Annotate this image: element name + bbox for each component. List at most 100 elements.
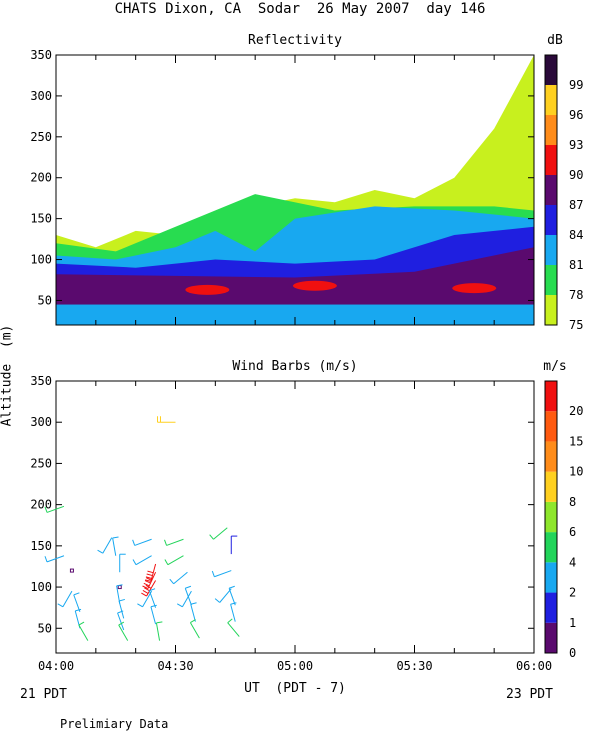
wind-barb-flag <box>118 621 125 626</box>
wind-barb <box>132 555 152 566</box>
wind-barb-staff <box>118 624 129 641</box>
y-tick-label: 50 <box>38 621 52 635</box>
wind-barb-flag <box>150 604 157 608</box>
wind-barbs-title: Wind Barbs (m/s) <box>232 359 358 374</box>
wind-barb-flag <box>228 585 235 589</box>
wind-barbs-axes: 50 100 150 200 250 300 350 04:00 04:30 05:00 05:30… <box>30 374 552 673</box>
reflectivity-title: Reflectivity <box>248 33 342 48</box>
preliminary-note: Prelimiary Data <box>60 717 169 731</box>
wind-barb-staff <box>117 612 125 631</box>
colorbar-segment <box>545 622 557 653</box>
reflectivity-colorbar-unit: dB <box>547 33 563 48</box>
wind-barb-flag <box>169 578 175 585</box>
wind-barb <box>230 535 238 555</box>
y-tick-label: 100 <box>30 580 52 594</box>
wind-barb <box>189 619 200 639</box>
wind-barb-flag <box>146 573 153 577</box>
wind-barb-staff <box>184 588 192 606</box>
wind-colorbar-unit: m/s <box>543 359 567 374</box>
colorbar-segment <box>545 235 557 265</box>
wind-barb-flag <box>176 603 183 608</box>
wind-barb <box>78 621 89 641</box>
wind-barb <box>112 536 119 556</box>
reflectivity-axes: 50 100 150 200 250 300 350 <box>30 48 535 325</box>
wind-barb-staff <box>227 622 240 637</box>
wind-barb-staff <box>228 588 236 606</box>
x-tick-label: 04:30 <box>157 659 193 673</box>
wind-barb-flag <box>132 539 136 546</box>
x-axis-label: UT (PDT - 7) <box>244 681 346 696</box>
wind-barb-flag <box>44 556 48 563</box>
wind-barb-flag <box>144 580 151 584</box>
wind-barb-staff <box>230 604 236 622</box>
colorbar-segment <box>545 55 557 85</box>
y-tick-label: 300 <box>30 89 52 103</box>
wind-barb-staff <box>46 555 65 563</box>
wind-barb <box>228 585 236 606</box>
wind-barb <box>169 571 188 585</box>
wind-barb-flag <box>142 590 149 594</box>
colorbar-tick-label: 81 <box>569 258 583 272</box>
wind-barb-flag <box>75 608 82 612</box>
wind-barb <box>57 590 73 608</box>
wind-barb-flag <box>116 584 123 587</box>
x-tick-label: 06:00 <box>516 659 552 673</box>
wind-barb-flag <box>145 576 152 579</box>
wind-barb-flag <box>73 592 80 596</box>
wind-barb-staff <box>135 555 152 566</box>
wind-barb-flag <box>185 585 192 589</box>
wind-barb-staff <box>150 606 157 625</box>
wind-barb <box>132 538 152 546</box>
colorbar-segment <box>545 471 557 502</box>
colorbar-segment <box>545 441 557 472</box>
wind-barb <box>157 416 176 423</box>
y-tick-label: 100 <box>30 253 52 267</box>
x-tick-label: 04:00 <box>38 659 74 673</box>
colorbar-tick-label: 87 <box>569 198 583 212</box>
y-tick-label: 150 <box>30 212 52 226</box>
wind-barb-flag <box>78 621 85 626</box>
colorbar-tick-label: 99 <box>569 78 583 92</box>
colorbar-frame <box>544 54 558 326</box>
wind-barb-flag <box>44 506 48 513</box>
wind-barb <box>44 505 65 513</box>
wind-barb-staff <box>134 538 152 546</box>
wind-barb-staff <box>73 594 81 612</box>
colorbar-tick-label: 8 <box>569 495 576 509</box>
colorbar-segment <box>545 265 557 295</box>
colorbar-tick-label: 93 <box>569 138 583 152</box>
colorbar-segment <box>545 205 557 235</box>
colorbar-tick-label: 84 <box>569 228 583 242</box>
colorbar-frame <box>544 380 558 654</box>
wind-barb-flag <box>117 610 124 614</box>
wind-barb <box>176 590 192 608</box>
wind-barb-staff <box>214 570 232 578</box>
colorbar-tick-label: 15 <box>569 434 583 448</box>
colorbar-tick-label: 96 <box>569 108 583 122</box>
wind-barb-flag <box>156 621 163 624</box>
wind-barb <box>214 588 232 603</box>
wind-barb-flag <box>147 570 154 574</box>
y-tick-label: 350 <box>30 374 52 388</box>
wind-barb <box>117 610 125 631</box>
wind-barb-flag <box>190 619 196 624</box>
wind-barb-flag <box>143 582 150 587</box>
wind-barb-flag <box>146 577 152 581</box>
colorbar-segment <box>545 411 557 442</box>
wind-colorbar: 0 1 2 4 6 8 10 15 20 <box>544 380 583 660</box>
y-axis-label: Altitude (m) <box>0 324 15 427</box>
wind-barb-flag <box>144 587 150 592</box>
wind-barb-calm <box>69 568 74 573</box>
colorbar-tick-label: 6 <box>569 525 576 539</box>
wind-barb <box>230 602 237 622</box>
wind-barb-flag <box>144 579 152 582</box>
contour-patch-90dB <box>185 284 230 295</box>
wind-barb-flag <box>227 618 233 624</box>
wind-barb-flag <box>164 539 168 546</box>
wind-barb-staff <box>167 555 184 566</box>
wind-barb-staff <box>46 505 65 513</box>
wind-barb-flag <box>118 598 125 602</box>
colorbar-segment <box>545 592 557 623</box>
